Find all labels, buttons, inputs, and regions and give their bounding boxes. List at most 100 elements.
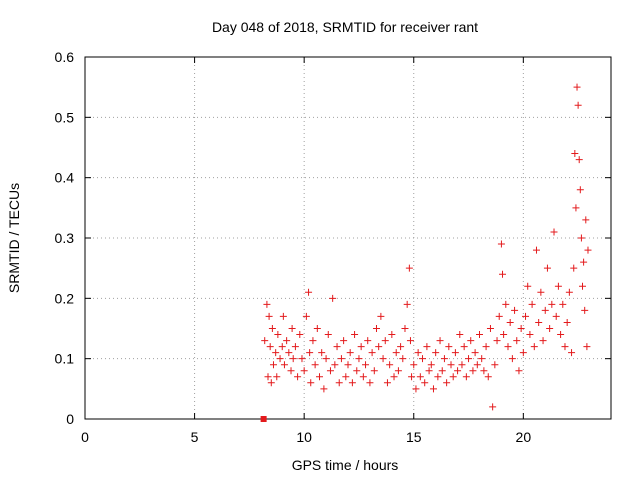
data-points [260,83,592,422]
data-point [460,343,468,351]
data-point [296,331,304,339]
data-point [362,361,370,369]
data-point [423,343,431,351]
data-point [267,379,275,387]
data-point [511,306,519,314]
data-point [478,355,486,363]
data-point [421,379,429,387]
data-point [316,373,324,381]
data-point [513,337,521,345]
data-point [499,270,507,278]
data-point [340,337,348,345]
data-point [495,312,503,320]
data-point [276,355,284,363]
data-point [351,331,359,339]
data-point [289,355,297,363]
data-point [305,288,313,296]
data-point [265,312,273,320]
data-point [482,343,490,351]
data-point [554,282,562,290]
data-point [294,373,302,381]
data-point [576,186,584,194]
x-axis-title: GPS time / hours [292,457,399,473]
data-point [300,367,308,375]
data-point [432,349,440,357]
data-point [480,367,488,375]
data-point [397,343,405,351]
data-point [563,318,571,326]
data-point [517,325,525,332]
data-point [486,325,494,332]
data-point [379,355,387,363]
data-point [410,361,418,369]
data-point [537,288,545,296]
data-point [337,355,345,363]
data-point [506,318,514,326]
data-point [399,355,407,363]
data-point [570,264,578,272]
data-point [508,355,516,363]
data-point [445,343,453,351]
chart-title: Day 048 of 2018, SRMTID for receiver ran… [212,19,478,35]
data-point [489,403,497,411]
data-point [584,246,592,254]
data-point [546,325,554,332]
data-point [434,373,442,381]
data-point [313,325,321,332]
data-point [515,367,523,375]
axes: 0 0.1 0.2 0.3 0.4 0.5 0.6 0 5 10 15 20 [55,49,612,445]
data-point [377,312,385,320]
data-point [273,373,281,381]
data-point [574,101,582,109]
data-point [390,373,398,381]
data-point [306,349,314,357]
data-point [322,355,330,363]
data-point [427,361,435,369]
data-point [436,337,444,345]
x-tick-label: 20 [516,429,532,445]
data-point [283,337,291,345]
data-point [449,373,457,381]
data-point [581,306,589,314]
data-point [288,325,296,332]
data-point [302,312,310,320]
data-point [405,264,413,272]
data-point [524,282,532,290]
data-point [565,288,573,296]
data-point [500,331,508,339]
data-point [573,83,581,91]
data-point [291,343,299,351]
data-point [353,367,361,375]
data-point [359,373,367,381]
data-point [577,234,585,242]
data-point [583,343,591,351]
data-point [467,337,475,345]
data-point [440,355,448,363]
data-point [465,355,473,363]
data-point [491,361,499,369]
start-marker [260,416,267,422]
data-point [582,216,590,224]
y-tick-label: 0.3 [55,230,75,246]
gridlines [85,57,611,419]
x-tick-label: 0 [81,429,89,445]
data-point [476,331,483,339]
data-point [535,318,543,326]
data-point [580,258,588,266]
data-point [318,349,326,357]
data-point [261,337,269,345]
data-point [383,379,391,387]
x-tick-label: 5 [191,429,199,445]
data-point [438,367,446,375]
data-point [331,361,339,369]
y-tick-label: 0.2 [55,290,75,306]
data-point [539,337,547,345]
data-point [344,361,352,369]
data-point [342,373,350,381]
data-point [274,331,282,339]
data-point [326,367,334,375]
data-point [429,385,437,393]
data-point [571,150,579,158]
data-point [370,367,378,375]
data-point [298,355,306,363]
